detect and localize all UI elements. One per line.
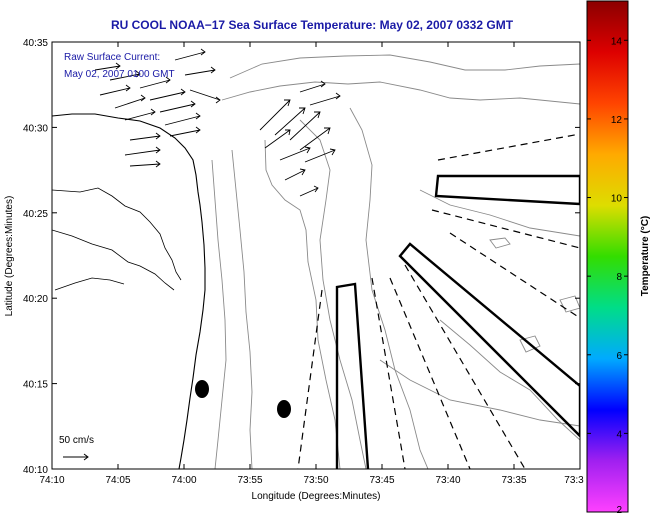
x-tick-label: 74:10	[39, 475, 64, 486]
marker-dot	[195, 380, 209, 398]
marker-dot	[277, 400, 291, 418]
colorbar-tick-label: 6	[616, 351, 622, 362]
inland-river	[54, 277, 125, 291]
x-tick-label: 74:00	[171, 475, 196, 486]
x-tick-label: 73:50	[303, 475, 328, 486]
y-tick-label: 40:15	[23, 380, 48, 391]
y-tick-label: 40:25	[23, 209, 48, 220]
scale-label: 50 cm/s	[59, 435, 94, 446]
bathymetry-contours	[211, 54, 580, 469]
x-tick-label: 73:55	[237, 475, 262, 486]
current-caption-line1: Raw Surface Current:	[64, 52, 160, 63]
x-tick-label: 74:05	[105, 475, 130, 486]
x-tick-label: 73:3	[564, 475, 584, 486]
inland-river	[52, 187, 182, 281]
y-axis-ticks: 40:10 40:15 40:20 40:25 40:30 40:35	[23, 38, 580, 476]
current-caption-line2: May 02, 2007 0100 GMT	[64, 69, 175, 80]
coastline	[52, 113, 206, 469]
inland-river	[52, 229, 175, 291]
x-tick-label: 73:45	[369, 475, 394, 486]
survey-lines-dashed	[297, 133, 580, 469]
y-tick-label: 40:10	[23, 465, 48, 476]
y-tick-label: 40:30	[23, 123, 48, 134]
colorbar-tick-label: 12	[611, 115, 623, 126]
x-tick-label: 73:35	[501, 475, 526, 486]
x-axis-label: Longitude (Degrees:Minutes)	[252, 491, 381, 502]
colorbar-tick-label: 2	[616, 505, 622, 515]
colorbar-tick-label: 14	[611, 36, 623, 47]
scale-arrow	[63, 453, 89, 461]
map-area	[52, 48, 580, 469]
y-axis-label: Latitude (Degrees:Minutes)	[4, 196, 15, 317]
colorbar-tick-label: 8	[616, 272, 622, 283]
colorbar-ticks: 2 4 6 8 10 12 14	[587, 36, 628, 515]
plot-frame	[51, 41, 581, 470]
colorbar-label: Temperature (°C)	[640, 216, 651, 297]
y-tick-label: 40:35	[23, 38, 48, 49]
colorbar-tick-label: 4	[616, 429, 622, 440]
survey-boxes	[335, 174, 580, 469]
colorbar	[586, 0, 629, 513]
chart-title: RU COOL NOAA−17 Sea Surface Temperature:…	[111, 18, 514, 32]
current-vectors	[94, 48, 341, 197]
colorbar-tick-label: 10	[611, 194, 623, 205]
x-axis-ticks: 74:10 74:05 74:00 73:55 73:50 73:45 73:40 73:35…	[39, 42, 584, 486]
x-tick-label: 73:40	[435, 475, 460, 486]
y-tick-label: 40:20	[23, 294, 48, 305]
